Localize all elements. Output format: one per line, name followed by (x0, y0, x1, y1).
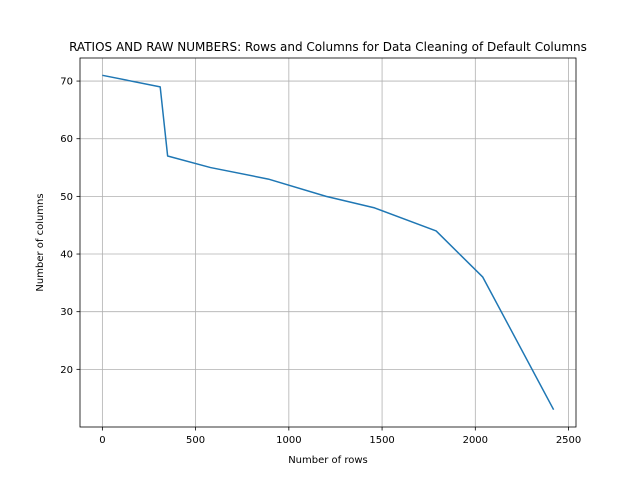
series-layer (102, 74, 555, 411)
y-tick-label: 70 (60, 77, 73, 88)
x-tick-label: 0 (99, 435, 105, 446)
y-tick-label: 30 (60, 307, 73, 318)
y-tick-label: 40 (60, 250, 73, 261)
plot-frame (79, 57, 577, 428)
y-tick-label: 60 (60, 134, 73, 145)
y-axis-label: Number of columns (35, 193, 46, 291)
x-tick-label: 500 (186, 435, 205, 446)
y-tick-label: 50 (60, 192, 73, 203)
chart-title: RATIOS AND RAW NUMBERS: Rows and Columns… (69, 40, 587, 54)
x-tick-label: 1000 (276, 435, 301, 446)
x-tick-label: 2000 (463, 435, 488, 446)
x-tick-label: 2500 (556, 435, 581, 446)
grid (80, 58, 576, 427)
ticks: 0 500 1000 1500 2000 2500 20 30 40 50 60 70 (60, 77, 581, 446)
series-line (102, 74, 555, 411)
x-tick-label: 1500 (369, 435, 394, 446)
x-axis-label: Number of rows (288, 455, 368, 466)
y-tick-label: 20 (60, 365, 73, 376)
